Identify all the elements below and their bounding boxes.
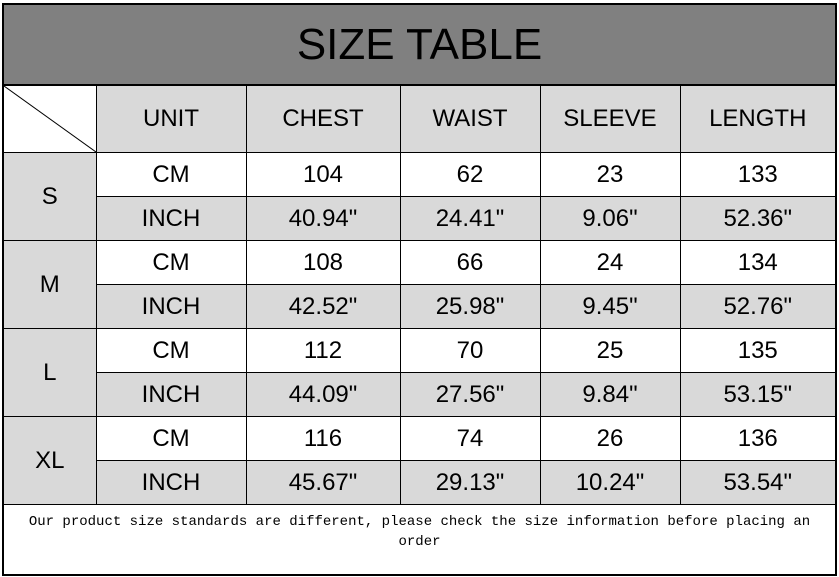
chest-cell: 104 bbox=[245, 152, 401, 197]
unit-cell: CM bbox=[95, 416, 247, 461]
sleeve-cell: 26 bbox=[539, 416, 681, 461]
unit-cell: INCH bbox=[96, 460, 247, 505]
waist-cell: 62 bbox=[399, 152, 541, 197]
header-unit: UNIT bbox=[95, 85, 247, 153]
sleeve-cell: 23 bbox=[539, 152, 681, 197]
size-label: XL bbox=[4, 416, 97, 505]
waist-cell: 24.41" bbox=[399, 196, 541, 241]
sleeve-cell: 9.84" bbox=[539, 372, 681, 417]
header-chest: CHEST bbox=[245, 85, 401, 153]
length-cell: 52.76" bbox=[679, 284, 835, 329]
unit-cell: CM bbox=[95, 152, 247, 197]
table-row: INCH 44.09" 27.56" 9.84" 53.15" bbox=[4, 372, 835, 417]
chest-cell: 112 bbox=[245, 328, 401, 373]
footer-note: Our product size standards are different… bbox=[28, 514, 811, 550]
size-label: S bbox=[4, 152, 97, 241]
unit-cell: CM bbox=[95, 240, 247, 285]
header-length: LENGTH bbox=[679, 85, 835, 153]
waist-cell: 27.56" bbox=[399, 372, 541, 417]
waist-cell: 70 bbox=[399, 328, 541, 373]
table-row: INCH 45.67" 29.13" 10.24" 53.54" bbox=[4, 460, 835, 505]
chest-cell: 45.67" bbox=[245, 460, 401, 505]
unit-cell: CM bbox=[95, 328, 247, 373]
chest-cell: 116 bbox=[245, 416, 401, 461]
waist-cell: 66 bbox=[399, 240, 541, 285]
table-row: L CM 112 70 25 135 bbox=[4, 328, 835, 417]
length-cell: 134 bbox=[679, 240, 835, 285]
unit-cell: INCH bbox=[96, 372, 247, 417]
waist-cell: 29.13" bbox=[399, 460, 541, 505]
chest-cell: 108 bbox=[245, 240, 401, 285]
sleeve-cell: 9.06" bbox=[539, 196, 681, 241]
header-waist: WAIST bbox=[399, 85, 541, 153]
length-cell: 53.54" bbox=[679, 460, 835, 505]
header-sleeve: SLEEVE bbox=[539, 85, 681, 153]
sleeve-cell: 9.45" bbox=[539, 284, 681, 329]
unit-cell: INCH bbox=[96, 284, 247, 329]
unit-cell: INCH bbox=[96, 196, 247, 241]
length-cell: 133 bbox=[679, 152, 835, 197]
size-table-frame: SIZE TABLE UNIT CHEST WAIST SLEEVE LENGT… bbox=[2, 3, 837, 576]
table-row: INCH 42.52" 25.98" 9.45" 52.76" bbox=[4, 284, 835, 329]
waist-cell: 74 bbox=[399, 416, 541, 461]
corner-cell bbox=[4, 85, 97, 153]
header-row: UNIT CHEST WAIST SLEEVE LENGTH bbox=[4, 85, 835, 153]
table-row: XL CM 116 74 26 136 bbox=[4, 416, 835, 505]
table-row: INCH 40.94" 24.41" 9.06" 52.36" bbox=[4, 196, 835, 241]
length-cell: 52.36" bbox=[679, 196, 835, 241]
length-cell: 53.15" bbox=[679, 372, 835, 417]
length-cell: 135 bbox=[679, 328, 835, 373]
table-row: S CM 104 62 23 133 bbox=[4, 152, 835, 241]
length-cell: 136 bbox=[679, 416, 835, 461]
sleeve-cell: 24 bbox=[539, 240, 681, 285]
chest-cell: 40.94" bbox=[245, 196, 401, 241]
size-table: UNIT CHEST WAIST SLEEVE LENGTH S CM 104 62 2… bbox=[4, 85, 835, 505]
size-label: L bbox=[4, 328, 97, 417]
size-label: M bbox=[4, 240, 97, 329]
sleeve-cell: 10.24" bbox=[539, 460, 681, 505]
chest-cell: 44.09" bbox=[245, 372, 401, 417]
table-title: SIZE TABLE bbox=[4, 5, 835, 85]
chest-cell: 42.52" bbox=[245, 284, 401, 329]
sleeve-cell: 25 bbox=[539, 328, 681, 373]
table-row: M CM 108 66 24 134 bbox=[4, 240, 835, 329]
diagonal-line bbox=[4, 86, 96, 152]
waist-cell: 25.98" bbox=[399, 284, 541, 329]
